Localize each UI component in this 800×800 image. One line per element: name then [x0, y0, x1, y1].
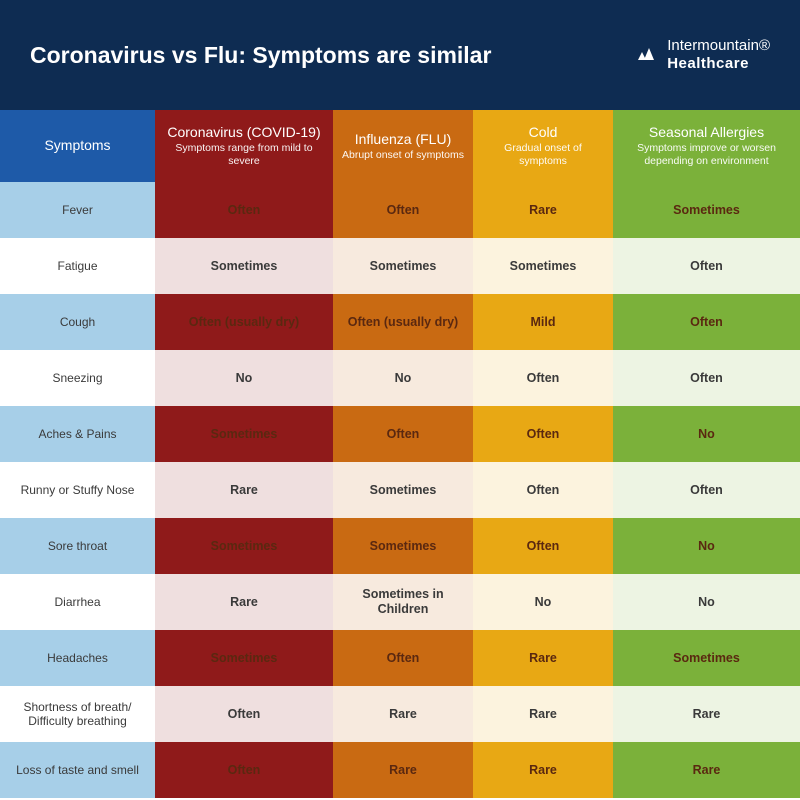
value-cell: Rare: [473, 742, 613, 798]
table-row: HeadachesSometimesOftenRareSometimes: [0, 630, 800, 686]
comparison-table: Symptoms Coronavirus (COVID-19) Symptoms r…: [0, 110, 800, 798]
value-cell: Often: [333, 630, 473, 686]
column-header: Coronavirus (COVID-19) Symptoms range fro…: [155, 110, 333, 182]
value-cell: No: [613, 406, 800, 462]
table-row: DiarrheaRareSometimes in ChildrenNoNo: [0, 574, 800, 630]
value-cell: Often: [473, 518, 613, 574]
table-row: Loss of taste and smellOftenRareRareRare: [0, 742, 800, 798]
column-subtitle: Symptoms range from mild to severe: [161, 142, 327, 167]
symptom-cell: Headaches: [0, 630, 155, 686]
value-cell: Sometimes: [613, 182, 800, 238]
value-cell: Sometimes: [155, 630, 333, 686]
value-cell: No: [613, 574, 800, 630]
value-cell: Sometimes: [473, 238, 613, 294]
value-cell: No: [473, 574, 613, 630]
value-cell: Sometimes: [155, 238, 333, 294]
table-row: CoughOften (usually dry)Often (usually d…: [0, 294, 800, 350]
value-cell: No: [613, 518, 800, 574]
value-cell: No: [333, 350, 473, 406]
column-header: Cold Gradual onset of symptoms: [473, 110, 613, 182]
value-cell: Sometimes: [613, 630, 800, 686]
value-cell: Rare: [333, 686, 473, 742]
logo-line1: Intermountain®: [667, 37, 770, 55]
column-subtitle: Gradual onset of symptoms: [479, 142, 607, 167]
column-title: Cold: [529, 124, 558, 140]
value-cell: Sometimes: [333, 462, 473, 518]
symptom-cell: Cough: [0, 294, 155, 350]
table-row: Aches & PainsSometimesOftenOftenNo: [0, 406, 800, 462]
column-header: Influenza (FLU) Abrupt onset of symptoms: [333, 110, 473, 182]
value-cell: Often: [473, 350, 613, 406]
symptom-cell: Aches & Pains: [0, 406, 155, 462]
table-row: Shortness of breath/ Difficulty breathin…: [0, 686, 800, 742]
column-subtitle: Symptoms improve or worsen depending on …: [619, 142, 794, 167]
value-cell: Often: [613, 294, 800, 350]
value-cell: Sometimes: [333, 238, 473, 294]
column-title: Influenza (FLU): [355, 131, 451, 147]
column-header-row: Symptoms Coronavirus (COVID-19) Symptoms r…: [0, 110, 800, 182]
value-cell: Often (usually dry): [155, 294, 333, 350]
column-title: Symptoms: [44, 137, 110, 153]
value-cell: Often: [333, 182, 473, 238]
value-cell: Rare: [155, 574, 333, 630]
value-cell: Rare: [473, 630, 613, 686]
symptom-cell: Fever: [0, 182, 155, 238]
value-cell: Often: [155, 686, 333, 742]
header-bar: Coronavirus vs Flu: Symptoms are similar…: [0, 0, 800, 110]
value-cell: No: [155, 350, 333, 406]
symptom-cell: Fatigue: [0, 238, 155, 294]
value-cell: Often: [473, 462, 613, 518]
value-cell: Often: [613, 238, 800, 294]
table-row: Runny or Stuffy NoseRareSometimesOftenOf…: [0, 462, 800, 518]
value-cell: Often: [155, 182, 333, 238]
symptom-cell: Diarrhea: [0, 574, 155, 630]
column-subtitle: Abrupt onset of symptoms: [342, 149, 464, 162]
symptom-cell: Sneezing: [0, 350, 155, 406]
column-header-symptoms: Symptoms: [0, 110, 155, 182]
value-cell: Rare: [613, 686, 800, 742]
value-cell: Rare: [155, 462, 333, 518]
value-cell: Rare: [473, 182, 613, 238]
table-row: Sore throatSometimesSometimesOftenNo: [0, 518, 800, 574]
brand-logo: Intermountain® Healthcare: [633, 37, 770, 73]
table-body: FeverOftenOftenRareSometimesFatigueSomet…: [0, 182, 800, 798]
logo-line2: Healthcare: [667, 55, 770, 73]
symptom-cell: Shortness of breath/ Difficulty breathin…: [0, 686, 155, 742]
table-row: SneezingNoNoOftenOften: [0, 350, 800, 406]
column-header: Seasonal Allergies Symptoms improve or wo…: [613, 110, 800, 182]
column-title: Seasonal Allergies: [649, 124, 764, 140]
value-cell: Rare: [333, 742, 473, 798]
value-cell: Often: [613, 462, 800, 518]
table-row: FatigueSometimesSometimesSometimesOften: [0, 238, 800, 294]
symptom-cell: Loss of taste and smell: [0, 742, 155, 798]
value-cell: Sometimes: [333, 518, 473, 574]
value-cell: Often: [155, 742, 333, 798]
value-cell: Often: [613, 350, 800, 406]
value-cell: Rare: [613, 742, 800, 798]
column-title: Coronavirus (COVID-19): [167, 124, 320, 140]
table-row: FeverOftenOftenRareSometimes: [0, 182, 800, 238]
symptom-cell: Sore throat: [0, 518, 155, 574]
value-cell: Mild: [473, 294, 613, 350]
page-title: Coronavirus vs Flu: Symptoms are similar: [30, 42, 491, 69]
value-cell: Often (usually dry): [333, 294, 473, 350]
logo-icon: [633, 42, 659, 68]
value-cell: Often: [473, 406, 613, 462]
symptom-cell: Runny or Stuffy Nose: [0, 462, 155, 518]
value-cell: Sometimes in Children: [333, 574, 473, 630]
value-cell: Sometimes: [155, 406, 333, 462]
value-cell: Sometimes: [155, 518, 333, 574]
value-cell: Often: [333, 406, 473, 462]
value-cell: Rare: [473, 686, 613, 742]
